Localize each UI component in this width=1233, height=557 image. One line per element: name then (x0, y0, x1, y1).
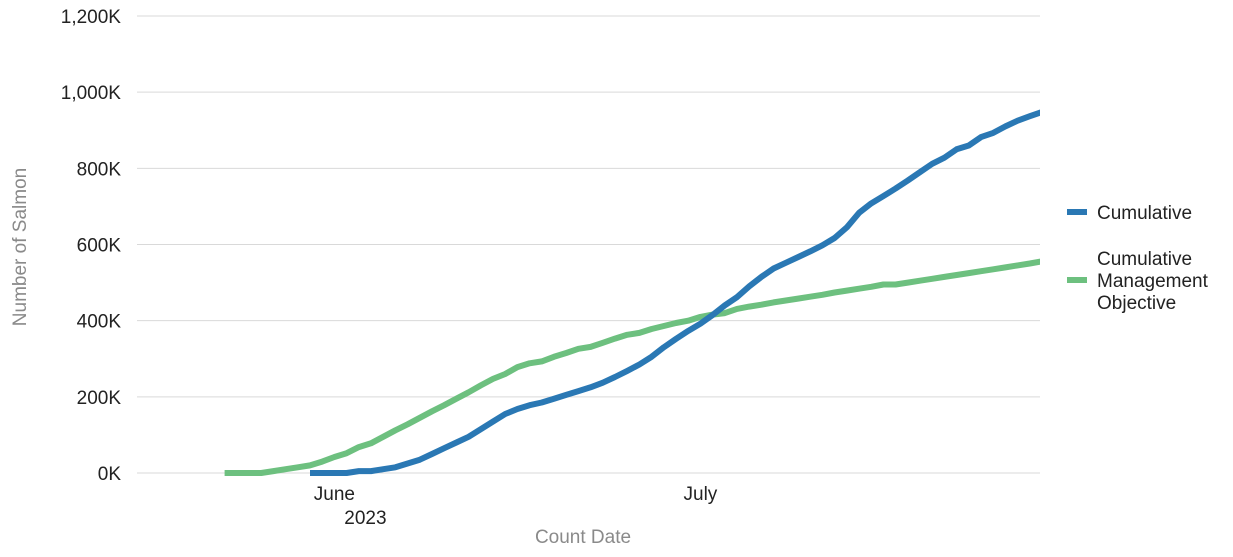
series-line-cumulative (310, 109, 1040, 476)
x-axis-ticks: June 2023 July (314, 484, 718, 529)
y-tick-label: 1,200K (61, 7, 122, 28)
gridlines (137, 15, 1040, 474)
y-tick-label: 1,000K (61, 83, 122, 104)
x-tick-sublabel: 2023 (344, 508, 386, 529)
y-tick-label: 200K (77, 388, 122, 409)
legend-label: Cumulative (1097, 203, 1192, 224)
x-tick-label: July (684, 484, 718, 505)
legend-label: Objective (1097, 293, 1176, 314)
y-axis-title: Number of Salmon (10, 168, 31, 326)
x-tick-label: June (314, 484, 355, 505)
series-lines (224, 109, 1040, 476)
y-tick-label: 0K (98, 464, 122, 485)
legend-label: Management (1097, 271, 1209, 292)
y-axis-ticks: 0K 200K 400K 600K 800K 1,000K 1,200K (61, 7, 122, 485)
series-line-cumulative-management-objective (224, 258, 1040, 476)
y-tick-label: 400K (77, 312, 122, 333)
x-axis-title: Count Date (535, 527, 631, 548)
legend-label: Cumulative (1097, 249, 1192, 270)
y-tick-label: 800K (77, 159, 122, 180)
y-tick-label: 600K (77, 236, 122, 257)
